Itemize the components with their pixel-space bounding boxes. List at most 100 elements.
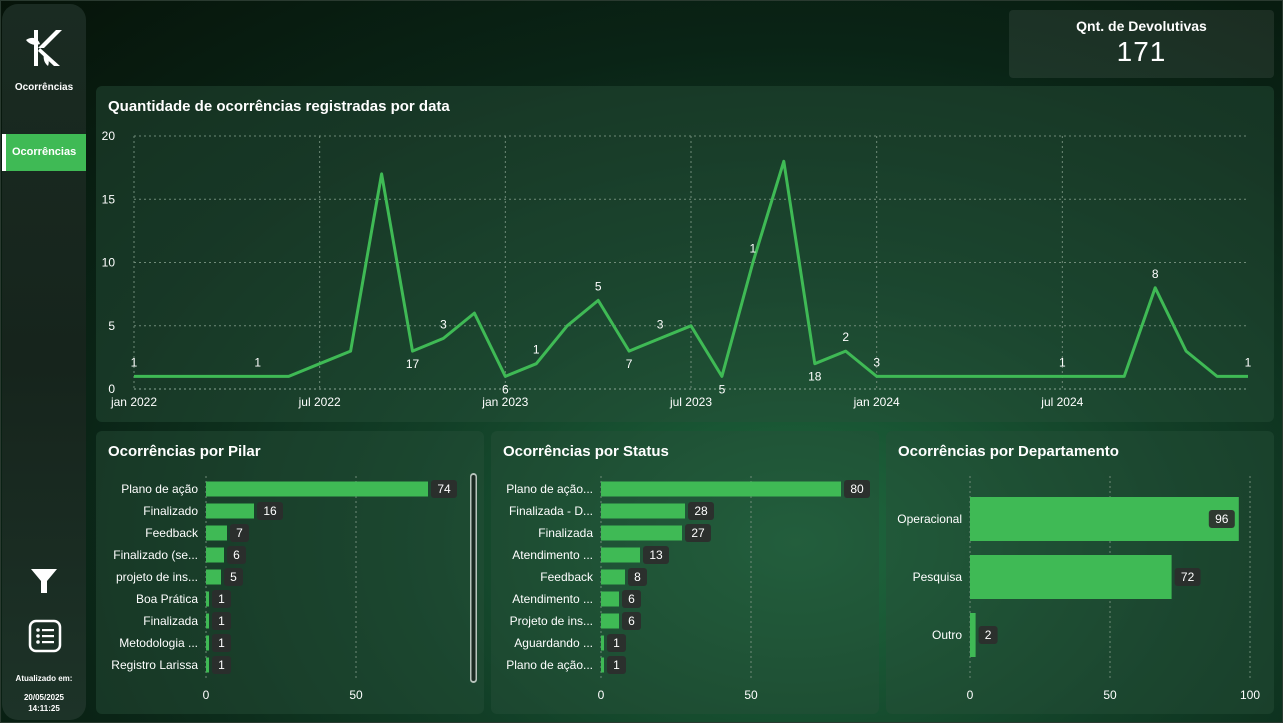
- data-label-bg: [622, 590, 641, 608]
- pilar-chart-title: Ocorrências por Pilar: [108, 443, 261, 460]
- updated-date: 20/05/2025: [23, 693, 65, 702]
- x-tick-label: jan 2023: [481, 395, 528, 409]
- category-label: Plano de ação...: [506, 658, 593, 672]
- category-label: Projeto de ins...: [510, 614, 593, 628]
- category-label: Operacional: [897, 512, 962, 526]
- data-label: 5: [719, 382, 726, 396]
- bar: [601, 525, 682, 541]
- data-label: 7: [236, 526, 243, 540]
- data-label: 96: [1215, 512, 1229, 526]
- data-label: 18: [808, 370, 822, 384]
- data-label: 6: [628, 592, 635, 606]
- data-label: 2: [985, 628, 992, 642]
- bar: [601, 635, 604, 651]
- data-label-bg: [212, 590, 231, 608]
- data-label: 16: [263, 504, 277, 518]
- data-label: 8: [1152, 267, 1159, 281]
- bar: [601, 657, 604, 673]
- data-label: 1: [218, 614, 225, 628]
- bar: [970, 555, 1172, 599]
- data-label: 13: [649, 548, 663, 562]
- line-chart-title: Quantidade de ocorrências registradas po…: [108, 98, 450, 115]
- bar: [601, 613, 619, 629]
- data-label: 17: [406, 357, 420, 371]
- filter-icon[interactable]: [30, 567, 58, 595]
- y-tick-label: 0: [108, 382, 115, 396]
- bar: [601, 503, 685, 519]
- data-label: 1: [613, 636, 620, 650]
- x-tick-label: 50: [1103, 688, 1117, 702]
- bar: [206, 635, 209, 651]
- category-label: Finalizado: [143, 504, 198, 518]
- category-label: Feedback: [540, 570, 594, 584]
- data-label-bg: [431, 480, 457, 498]
- category-label: Finalizada: [143, 614, 198, 628]
- data-label: 5: [230, 570, 237, 584]
- data-label: 8: [634, 570, 641, 584]
- data-label: 1: [218, 658, 225, 672]
- bar: [206, 613, 209, 629]
- x-tick-label: jul 2022: [298, 395, 341, 409]
- data-label: 1: [218, 592, 225, 606]
- updated-label: Atualizado em:: [15, 674, 73, 683]
- data-label-bg: [212, 634, 231, 652]
- bar: [206, 657, 209, 673]
- bar: [970, 613, 976, 657]
- bar: [601, 547, 640, 563]
- category-label: Plano de ação: [121, 482, 198, 496]
- line-chart-card: Quantidade de ocorrências registradas po…: [96, 86, 1274, 422]
- pilar-chart-card: Ocorrências por Pilar 0 50 Plano de ação 74…: [96, 431, 484, 714]
- data-label: 1: [533, 343, 540, 357]
- category-label: Finalizada: [538, 526, 593, 540]
- bar: [970, 497, 1239, 541]
- kpi-value: 171: [1116, 36, 1167, 67]
- nav-item-ocorrencias[interactable]: Ocorrências: [2, 134, 86, 171]
- data-label: 1: [254, 355, 261, 369]
- departamento-chart-title: Ocorrências por Departamento: [898, 443, 1119, 460]
- bar: [206, 569, 221, 585]
- category-label: projeto de ins...: [116, 570, 198, 584]
- category-label: Feedback: [145, 526, 199, 540]
- y-tick-label: 5: [108, 319, 115, 333]
- data-label: 72: [1181, 570, 1195, 584]
- bar: [601, 569, 625, 585]
- category-label: Boa Prática: [136, 592, 198, 606]
- bar: [206, 547, 224, 563]
- x-tick-label: 0: [967, 688, 974, 702]
- data-label: 74: [437, 482, 451, 496]
- data-label: 5: [595, 279, 602, 293]
- sidebar: Ocorrências Ocorrências Atualizado em: 2…: [2, 4, 86, 720]
- category-label: Finalizada - D...: [509, 504, 593, 518]
- data-label-bg: [1208, 510, 1235, 528]
- category-label: Plano de ação...: [506, 482, 593, 496]
- data-label: 6: [628, 614, 635, 628]
- data-label-bg: [212, 656, 231, 674]
- bar: [206, 591, 209, 607]
- x-tick-label: jul 2023: [669, 395, 712, 409]
- kpi-label: Qnt. de Devolutivas: [1076, 18, 1207, 34]
- status-chart-card: Ocorrências por Status 0 50 Plano de ação.…: [491, 431, 879, 714]
- bar: [206, 503, 254, 519]
- category-label: Registro Larissa: [111, 658, 198, 672]
- data-label: 80: [850, 482, 864, 496]
- kpi-card: Qnt. de Devolutivas 171: [1009, 10, 1274, 78]
- data-label: 28: [694, 504, 708, 518]
- data-label: 1: [131, 355, 138, 369]
- list-icon[interactable]: [28, 619, 62, 653]
- departamento-bar-chart: 0 50 100 Operacional 96 Pesquisa 72 Outro 2: [897, 476, 1260, 702]
- data-label-bg: [688, 502, 714, 520]
- x-tick-label: 0: [598, 688, 605, 702]
- data-label: 1: [613, 658, 620, 672]
- data-label: 3: [873, 355, 880, 369]
- data-label-bg: [622, 612, 641, 630]
- data-label: 27: [691, 526, 705, 540]
- x-tick-label: jan 2022: [110, 395, 157, 409]
- data-label: 2: [842, 330, 849, 344]
- category-label: Finalizado (se...: [113, 548, 198, 562]
- y-tick-label: 20: [102, 129, 116, 143]
- data-label: 1: [1059, 355, 1066, 369]
- y-tick-label: 10: [102, 256, 116, 270]
- data-label-bg: [1174, 568, 1201, 586]
